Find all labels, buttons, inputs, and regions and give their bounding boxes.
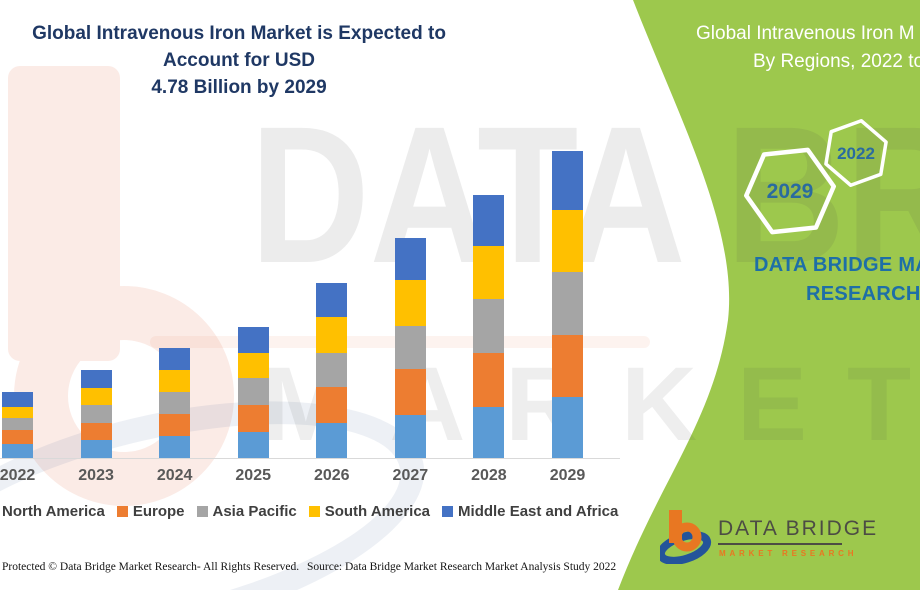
page-title-line1: Global Intravenous Iron Market is Expect… [32,23,446,71]
legend-label: Middle East and Africa [458,503,619,520]
logo-b-bowl [672,522,702,552]
legend-label: Europe [132,503,185,520]
x-tick-label: 2025 [235,467,271,484]
x-tick-label: 2022 [0,467,36,484]
x-axis-line [0,458,620,459]
bar-2024 [159,348,191,458]
bar-segment [2,443,33,458]
bar-2022 [2,391,33,458]
legend-label: Asia Pacific [212,503,297,520]
bar-segment [237,327,269,353]
bar-2028 [473,194,505,458]
x-tick-label: 2024 [156,467,193,484]
logo-divider [718,543,842,545]
bar-segment [473,352,505,407]
legend-label: North America [2,503,105,520]
legend-item: Asia Pacific [196,503,297,520]
bar-segment [316,386,348,423]
bar-segment [316,316,348,354]
bar-segment [316,422,348,458]
bar-2025 [237,327,269,458]
bar-segment [551,272,583,335]
bar-segment [159,391,191,414]
logo-tagline: MARKET RESEARCH [719,549,858,558]
bar-segment [80,388,112,406]
legend-label: South America [324,503,431,520]
legend-swatch [116,506,128,517]
bar-segment [237,352,269,378]
bar-segment [394,368,426,415]
bar-segment [159,435,191,458]
bar-segment [473,194,505,247]
x-tick-label: 2028 [471,467,507,484]
bar-segment [2,407,33,418]
bar-segment [80,422,112,441]
bar-segment [159,370,191,392]
bar-segment [159,413,191,436]
chart-legend: North America Europe Asia Pacific South Ame… [0,503,618,520]
bar-segment [551,209,583,273]
bar-segment [551,151,583,210]
bar-segment [2,391,33,408]
bar-segment [80,440,112,458]
legend-item: South America [308,503,431,520]
x-tick-label: 2026 [313,467,350,484]
bar-segment [80,405,112,423]
legend-item: Middle East and Africa [442,503,618,520]
bar-segment [394,237,426,281]
bar-segment [551,334,583,398]
source-text: Source: Data Bridge Market Research Mark… [307,561,617,573]
bar-segment [551,397,583,458]
bar-segment [473,406,505,458]
logo-wordmark: DATA BRIDGE [718,517,879,540]
panel-heading-line1: Global Intravenous Iron M [696,23,915,44]
panel-brand-line2: RESEARCH [806,283,920,305]
x-tick-label: 2023 [78,467,114,484]
legend-item: North America [0,503,105,520]
bar-2026 [316,282,348,458]
bar-segment [237,377,269,405]
legend-item: Europe [116,503,185,520]
x-tick-label: 2029 [549,467,586,484]
bar-segment [2,417,33,431]
legend-swatch [308,506,320,517]
bar-segment [237,432,269,458]
bar-segment [473,299,505,353]
bar-segment [80,370,112,389]
bar-segment [316,282,348,317]
panel-heading-line2: By Regions, 2022 to [753,51,920,72]
x-tick-label: 2027 [392,467,429,484]
bar-segment [473,246,505,300]
copyright-text: Protected © Data Bridge Market Research-… [2,561,300,573]
legend-swatch [442,506,454,517]
bar-segment [159,348,191,371]
bar-2027 [394,237,426,458]
bar-segment [316,353,348,387]
bar-segment [394,280,426,327]
bar-2029 [551,151,583,458]
panel-brand-line1: DATA BRIDGE MAR [754,254,920,276]
bar-segment [394,326,426,369]
page-title-line2: 4.78 Billion by 2029 [151,77,327,98]
bar-2023 [80,370,112,458]
data-bridge-logo-icon [660,510,712,564]
bar-segment [237,404,269,433]
legend-swatch [196,506,208,517]
bar-segment [394,415,426,458]
page-title: Global Intravenous Iron Market is Expect… [10,20,468,101]
bar-segment [2,430,33,444]
